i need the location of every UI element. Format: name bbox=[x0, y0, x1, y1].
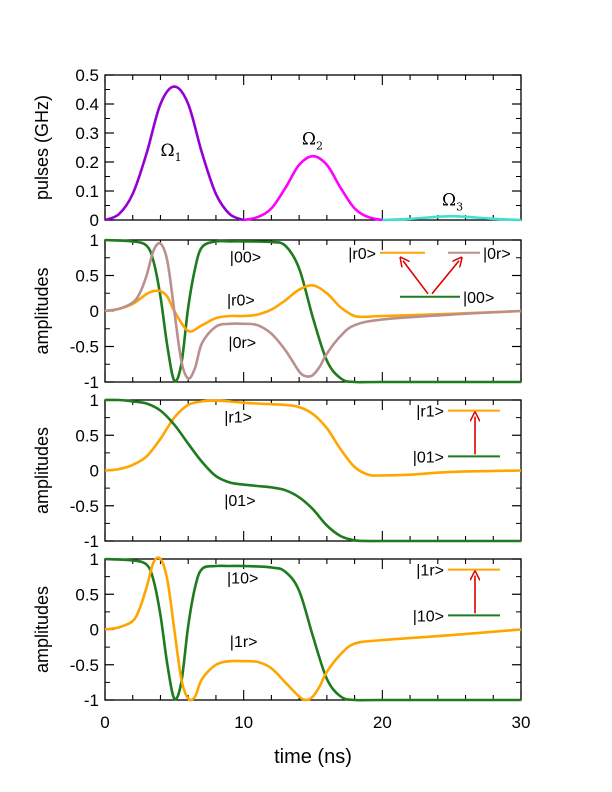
curve-label: |r1> bbox=[224, 410, 252, 427]
level-label: |1r> bbox=[416, 563, 444, 580]
curve-label-subscript: 2 bbox=[316, 140, 323, 153]
series-line-omega3 bbox=[382, 214, 522, 222]
series-line-r1 bbox=[104, 399, 522, 477]
y-tick-label: 0.3 bbox=[75, 124, 99, 143]
level-diagram: |1r> |10> bbox=[413, 563, 500, 625]
series-line-r0 bbox=[104, 284, 522, 333]
series-line-10 bbox=[104, 557, 521, 702]
level-diagram: |r1> |01> bbox=[413, 404, 500, 466]
series-line-1r bbox=[104, 556, 522, 702]
curve-label: |1r> bbox=[230, 634, 258, 651]
level-label: |00> bbox=[463, 290, 494, 307]
curve-label-subscript: 3 bbox=[456, 201, 463, 214]
x-axis-label: time (ns) bbox=[274, 746, 352, 768]
y-tick-label: -0.5 bbox=[70, 338, 99, 357]
level-label: |10> bbox=[413, 608, 444, 625]
y-tick-label: -1 bbox=[84, 373, 99, 392]
x-tick-label: 30 bbox=[512, 713, 531, 732]
panel-2: -1 -0.5 0 0.5 1 amplitudes |00> |r0> |0r> |r0> |0r… bbox=[32, 231, 522, 392]
y-axis-label: pulses (GHz) bbox=[32, 95, 52, 200]
curve-label-symbol: Ω bbox=[160, 141, 174, 161]
level-label: |01> bbox=[413, 449, 444, 466]
curve-label: Ω2 bbox=[302, 130, 323, 153]
curve-label: |01> bbox=[224, 493, 255, 510]
curve-label-symbol: Ω bbox=[302, 130, 316, 150]
y-tick-label: -0.5 bbox=[70, 497, 99, 516]
y-tick-label: 0.2 bbox=[75, 153, 99, 172]
y-axis-label: amplitudes bbox=[32, 267, 52, 354]
level-diagram: |r0> |0r> |00> bbox=[348, 246, 510, 307]
series-line-01 bbox=[104, 398, 521, 543]
curve-label-symbol: Ω bbox=[442, 191, 456, 211]
curve-label: Ω3 bbox=[442, 191, 463, 214]
curve-label: |0r> bbox=[228, 335, 256, 352]
series-line-omega2 bbox=[243, 154, 383, 222]
y-tick-label: 1 bbox=[90, 391, 99, 410]
y-tick-label: -1 bbox=[84, 532, 99, 551]
level-label: |r1> bbox=[416, 404, 444, 421]
x-tick-label: 20 bbox=[373, 713, 392, 732]
panel-4: -1 -0.5 0 0.5 1 amplitudes |10> |1r> |1r> |10> 0 10… bbox=[32, 550, 530, 732]
y-tick-label: 0.5 bbox=[75, 585, 99, 604]
y-axis-label: amplitudes bbox=[32, 586, 52, 673]
y-tick-label: 0.4 bbox=[75, 95, 99, 114]
panel-3: -1 -0.5 0 0.5 1 amplitudes |r1> |01> |r1> |01> bbox=[32, 391, 522, 551]
y-tick-label: 1 bbox=[90, 231, 99, 250]
level-label: |r0> bbox=[348, 246, 376, 263]
y-tick-label: 0.1 bbox=[75, 182, 99, 201]
y-tick-label: 0 bbox=[90, 302, 99, 321]
series-line-omega1 bbox=[104, 85, 245, 222]
y-tick-label: -1 bbox=[84, 691, 99, 710]
curve-label-subscript: 1 bbox=[175, 151, 182, 164]
curve-label: |10> bbox=[227, 571, 258, 588]
x-tick-label: 10 bbox=[234, 713, 253, 732]
series-line-00 bbox=[104, 238, 521, 384]
y-tick-label: 1 bbox=[90, 550, 99, 569]
y-tick-label: 0.5 bbox=[75, 426, 99, 445]
y-tick-label: 0.5 bbox=[75, 267, 99, 286]
level-label: |0r> bbox=[483, 246, 511, 263]
y-axis-label: amplitudes bbox=[32, 427, 52, 514]
x-tick-label: 0 bbox=[100, 713, 109, 732]
y-tick-label: -0.5 bbox=[70, 656, 99, 675]
curve-label: Ω1 bbox=[160, 141, 181, 164]
y-tick-label: 0 bbox=[90, 462, 99, 481]
curve-label: |r0> bbox=[227, 292, 255, 309]
y-tick-label: 0 bbox=[90, 621, 99, 640]
series-line-0r bbox=[104, 241, 522, 380]
y-tick-label: 0 bbox=[90, 211, 99, 230]
y-tick-label: 0.5 bbox=[75, 66, 99, 85]
curve-label: |00> bbox=[230, 250, 261, 267]
transition-arrow bbox=[403, 261, 429, 295]
transition-arrow bbox=[431, 261, 459, 295]
